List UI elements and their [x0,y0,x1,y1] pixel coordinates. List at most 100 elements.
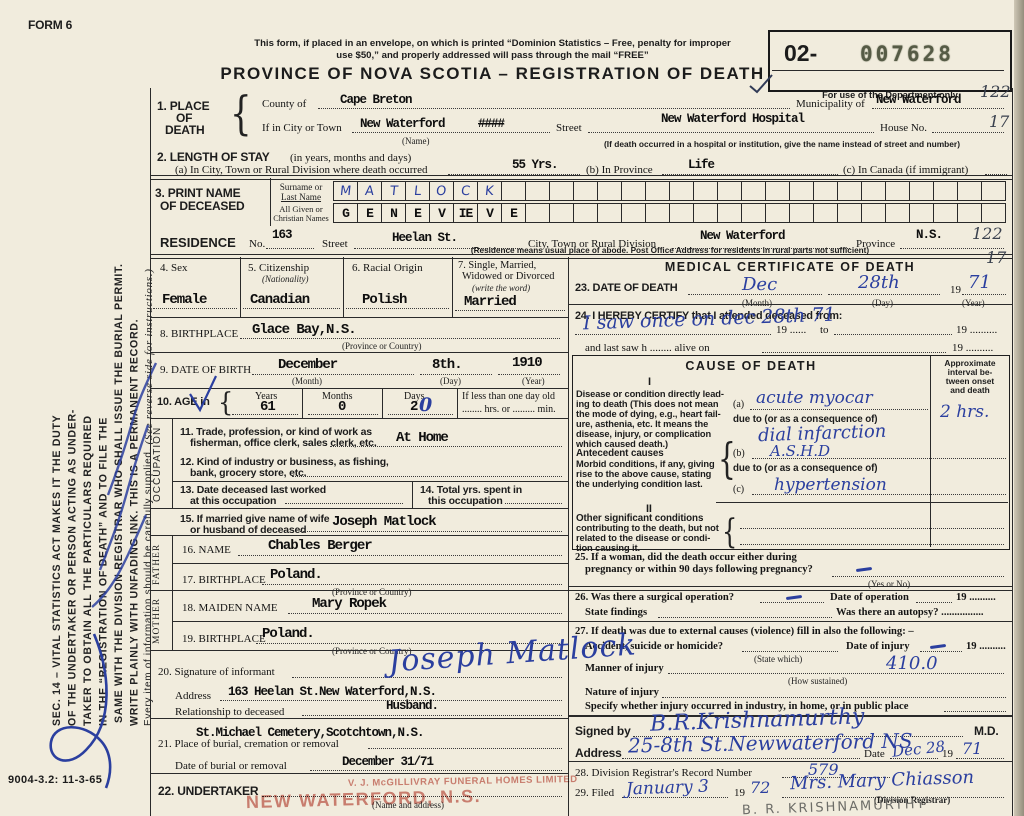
certify-19a: 19 ...... [776,324,807,336]
sex-label: 4. Sex [160,262,188,274]
occupation-side-label: OCCUPATION [152,426,163,502]
ink-loop [49,633,112,789]
disease-text: ure, asthenia, etc. It means the [576,419,709,429]
ink-scrawl [91,362,158,608]
s15-value: Joseph Matlock [332,514,437,530]
s1-label: DEATH [165,123,205,137]
s26-19: 19 .......... [956,592,996,603]
grid-cell: V [429,203,454,223]
age-months-label: Months [322,391,353,402]
mail-notice-line2: use $50,” and properly addressed will pa… [336,50,649,61]
name-note: (Name) [402,136,430,146]
disease-text: Disease or condition directly lead- [576,389,724,399]
cause-of-death-box [572,355,1010,550]
grid-cell [885,203,910,223]
grid-cell [765,181,790,201]
street-value: New Waterford Hospital [660,112,805,126]
grid-cell [957,203,982,223]
pencil-name: B. R. KRISHNAMURTHY [741,796,927,816]
s14-label: 14. Total yrs. spent in [420,484,522,496]
interval-value: 2 hrs. [940,402,990,422]
antecedent-title: Antecedent causes [576,448,664,459]
due-to-label: due to (or as a consequence of) [733,414,878,425]
grid-cell [957,181,982,201]
grid-cell: A [357,181,382,201]
cause-a-label: (a) [733,399,745,410]
residence-note: (Residence means usual place of abode. P… [470,246,870,255]
s2c-label: (c) In Canada (if immigrant) [843,164,969,176]
s11-label: fisherman, office clerk, sales clerk, et… [190,437,377,449]
grid-cell: G [333,203,358,223]
grid-cell [669,181,694,201]
city-struck-value: #### [478,117,505,131]
mother-maiden-label: 18. MAIDEN NAME [182,602,278,614]
grid-cell [645,181,670,201]
father-birthplace-note: (Province or Country) [332,587,412,597]
antecedent-text: rise to the above cause, stating [576,469,712,479]
s1-label: OF [176,111,193,125]
mother-birthplace-label: 19. BIRTHPLACE [182,633,266,645]
grid-cell: E [501,203,526,223]
grid-cell [597,203,622,223]
residence-no-value: 163 [272,228,292,242]
age-days-overwrite: 0 [419,394,433,416]
due-to-label: due to (or as a consequence of) [733,463,878,474]
house-no-label: House No. [880,122,928,134]
birthplace-note: (Province or Country) [342,341,422,351]
grid-cell: C [453,181,478,201]
s27-19: 19 .......... [966,641,1006,652]
brace: { [218,386,234,418]
roman-numeral-2: II [646,503,652,515]
residence-street-value: Heelan St. [392,231,458,245]
s3-label: OF DECEASED [160,199,245,213]
other-conditions-text: related to the disease or condi- [576,533,711,543]
antecedent-text: Morbid conditions, if any, giving [576,459,715,469]
grid-cell [549,181,574,201]
disease-text: ing to death (This does not mean [576,399,719,409]
death-year-value: 71 [968,272,991,293]
residence-street-label: Street [322,238,348,250]
mother-side-label: MOTHER [152,597,162,645]
grid-cell: O [429,181,454,201]
s27-line4: Nature of injury [585,687,659,698]
s27-line3: Manner of injury [585,663,664,674]
s1-label: 1. PLACE [157,99,210,113]
certify-19b: 19 .......... [956,324,998,336]
residence-city-value: New Waterford [700,229,786,243]
margin-number: 122 [980,82,1011,101]
grid-cell [717,203,742,223]
grid-cell: E [405,203,430,223]
roman-numeral-1: I [648,376,651,388]
filed-date-value: January 3 [625,776,710,800]
burial-place-value: St.Michael Cemetery,Scotchtown,N.S. [196,726,425,740]
residence-province-label: Province [856,238,896,250]
city-value: New Waterford [360,117,446,131]
birth-day-value: 8th. [432,357,463,373]
grid-cell [861,181,886,201]
grid-cell [789,181,814,201]
residence-label: RESIDENCE [160,235,236,250]
grid-cell [693,181,718,201]
death-day-note: (Day) [872,298,893,308]
informant-relationship-value: Husband. [386,699,439,713]
age-years-label: Years [255,391,278,402]
grid-cell [861,203,886,223]
s27-line5: Specify whether injury occurred in indus… [585,701,909,712]
dept-use-note: For use of the Department only [822,90,958,100]
undertaker-stamp-line2: NEW WATERFORD, N.S. [245,785,482,813]
ink-dash [929,643,947,649]
s25-line1: 25. If a woman, did the death occur eith… [575,552,797,563]
s15-label: or husband of deceased [190,524,307,536]
age-years-value: 61 [260,399,276,415]
sex-value: Female [162,292,207,308]
s26-line2b: Was there an autopsy? ................ [836,607,984,618]
cause-a-value: acute myocar [756,388,873,408]
filed-label: 29. Filed [575,787,615,799]
s27-how-note: (How sustained) [788,676,848,686]
death-date-label: 23. DATE OF DEATH [575,282,678,294]
other-conditions-text: tion causing it. [576,543,640,553]
county-value: Cape Breton [340,93,413,107]
other-conditions-title: Other significant conditions [576,513,704,524]
age-days-label: Days [404,391,425,402]
